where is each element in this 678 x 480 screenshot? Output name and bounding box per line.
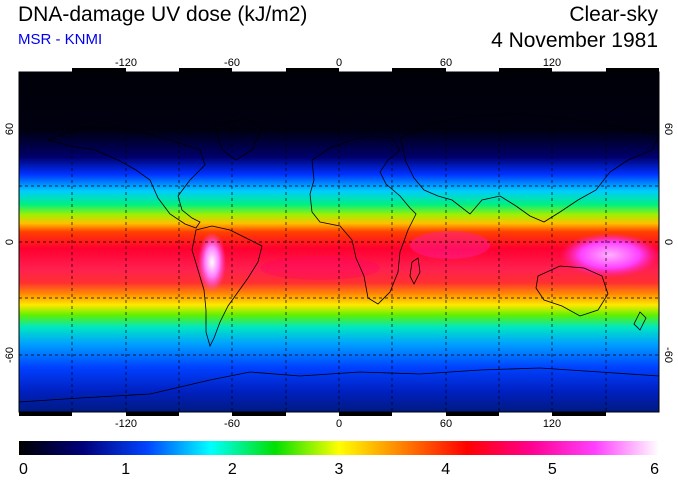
south-america-coast <box>191 225 263 348</box>
lat-tick-right-2: 0 <box>662 239 674 245</box>
uv-hotspots <box>198 231 659 292</box>
source-label: MSR - KNMI <box>18 31 103 48</box>
lon-tick-bottom-4: 60 <box>440 418 452 430</box>
colorbar-label-2: 2 <box>228 461 237 478</box>
sky-condition-label: Clear-sky <box>569 3 658 26</box>
colorbar-labels: 0 1 2 3 4 5 6 <box>19 461 659 478</box>
map-title: DNA-damage UV dose (kJ/m2) <box>18 3 308 26</box>
date-label: 4 November 1981 <box>491 29 658 52</box>
coastlines <box>19 113 659 403</box>
north-america-coast <box>46 125 206 229</box>
lon-tick-bottom-1: -120 <box>115 418 137 430</box>
new-zealand-coast <box>633 311 647 331</box>
lon-tick-bottom-2: -60 <box>224 418 240 430</box>
lat-tick-left-1: 60 <box>4 123 16 135</box>
graticule <box>19 72 659 412</box>
lat-tick-right-3: -60 <box>662 347 674 363</box>
lat-tick-left-2: 0 <box>4 239 16 245</box>
colorbar-label-3: 3 <box>335 461 344 478</box>
lat-tick-right-1: 60 <box>662 123 674 135</box>
colorbar-label-5: 5 <box>548 461 557 478</box>
lon-tick-top-2: -60 <box>224 57 240 69</box>
lon-tick-top-4: 60 <box>440 57 452 69</box>
greenland-coast <box>214 117 263 161</box>
lon-tick-top-1: -120 <box>115 57 137 69</box>
australia-coast <box>535 265 609 317</box>
lat-tick-left-3: -60 <box>4 347 16 363</box>
map-border-bars <box>19 68 659 416</box>
colorbar-label-1: 1 <box>121 461 130 478</box>
madagascar-coast <box>409 257 421 285</box>
colorbar-label-6: 6 <box>650 461 659 478</box>
colorbar <box>19 441 659 455</box>
europe-africa-coast <box>309 135 417 305</box>
colorbar-label-0: 0 <box>19 461 28 478</box>
lon-tick-bottom-3: 0 <box>336 418 342 430</box>
lon-tick-top-3: 0 <box>336 57 342 69</box>
antarctica-coast <box>19 367 659 403</box>
colorbar-label-4: 4 <box>441 461 450 478</box>
lon-tick-top-5: 120 <box>543 57 561 69</box>
asia-coast <box>399 113 659 223</box>
lon-tick-bottom-5: 120 <box>543 418 561 430</box>
